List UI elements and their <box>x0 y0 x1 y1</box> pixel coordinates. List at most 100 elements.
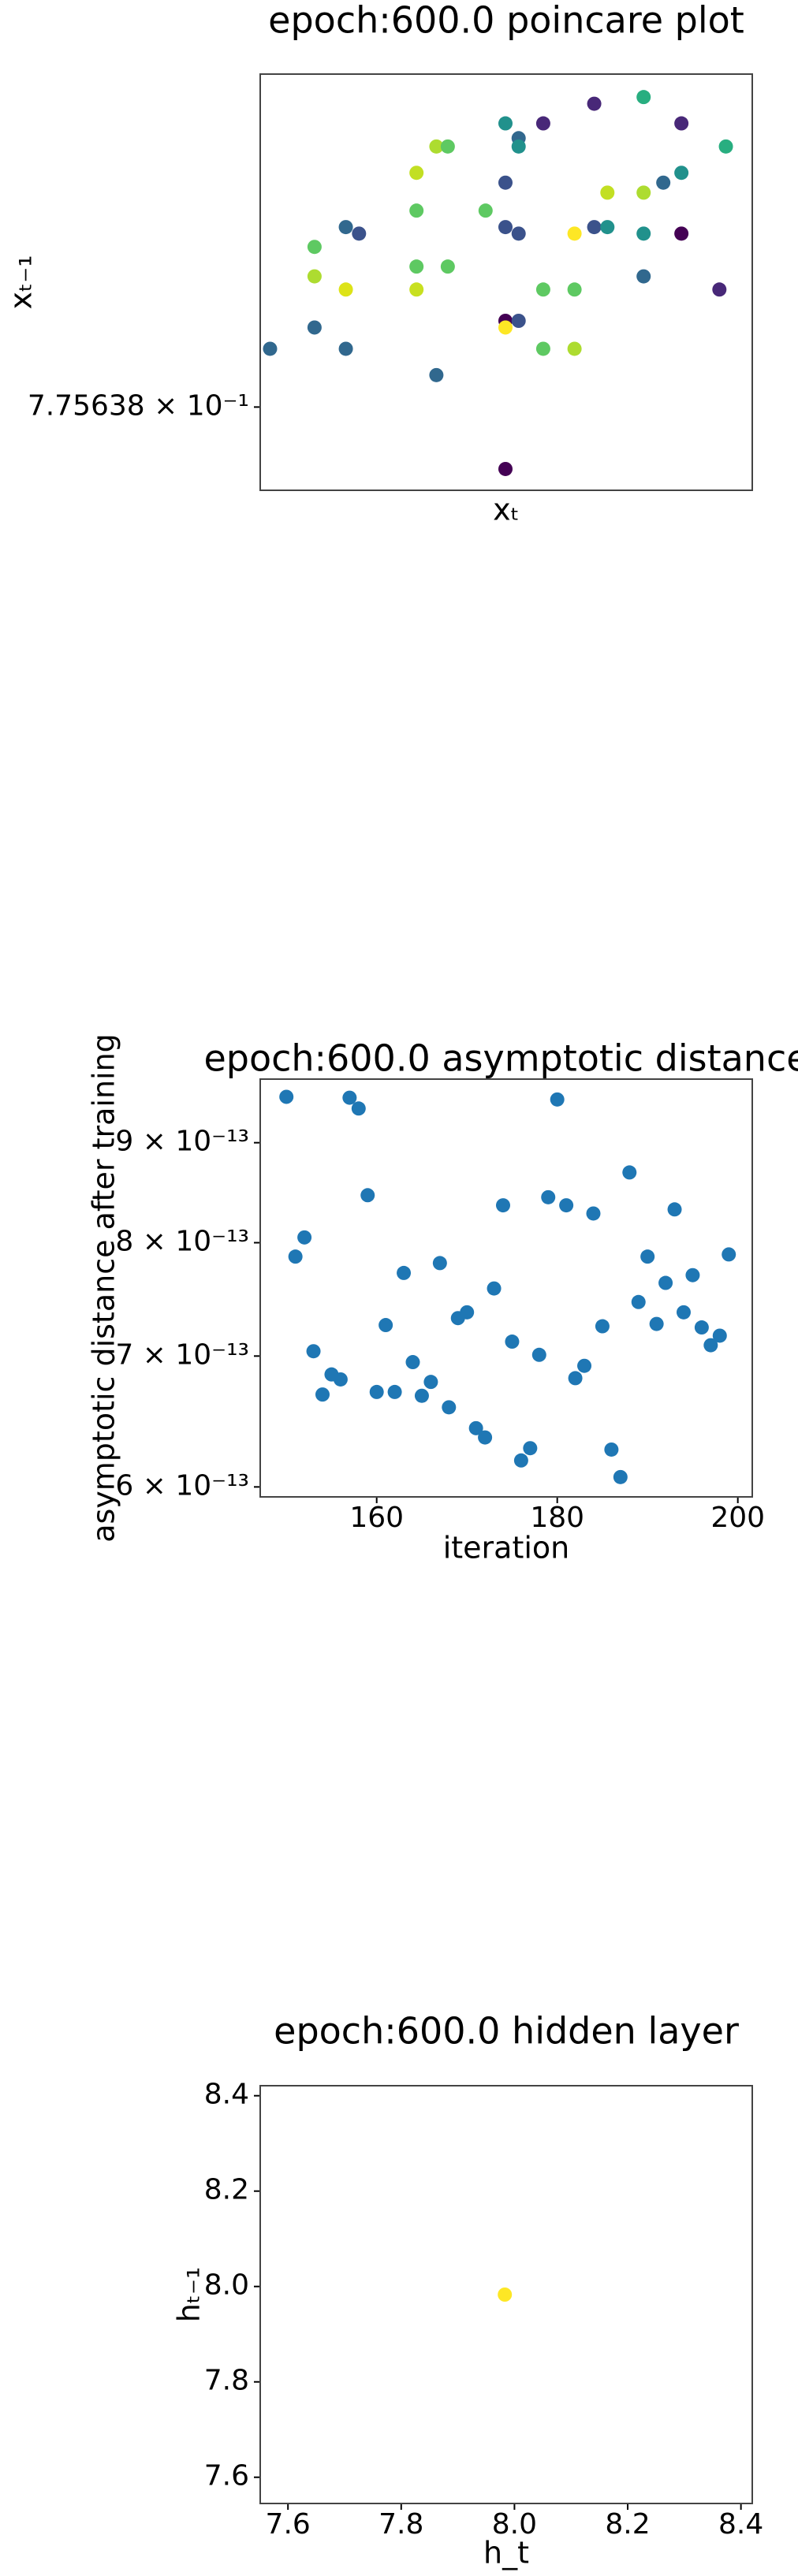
x-axis-label: xₜ <box>493 493 520 527</box>
point <box>512 226 526 240</box>
point <box>532 1348 546 1362</box>
point <box>719 140 733 154</box>
point <box>415 1389 429 1403</box>
point <box>595 1320 610 1334</box>
point <box>279 1089 293 1104</box>
point <box>674 166 688 180</box>
point <box>569 1371 583 1385</box>
point <box>636 90 651 104</box>
point <box>460 1305 474 1320</box>
point <box>441 259 455 274</box>
point <box>397 1266 411 1280</box>
point <box>512 314 526 328</box>
point <box>307 1344 321 1358</box>
point <box>352 1101 366 1115</box>
x-tick-label: 8.2 <box>605 2508 650 2541</box>
point <box>613 1470 628 1484</box>
y-axis-label: asymptotic distance after training <box>87 1033 121 1543</box>
point <box>636 226 651 240</box>
point <box>442 1400 456 1414</box>
x-tick-label: 200 <box>710 1502 765 1534</box>
point <box>308 320 322 334</box>
point <box>622 1165 636 1179</box>
point <box>650 1317 664 1331</box>
x-tick-label: 8.0 <box>492 2508 537 2541</box>
point <box>498 320 513 334</box>
point <box>604 1442 618 1457</box>
point <box>550 1093 565 1107</box>
point <box>479 203 493 218</box>
point <box>636 185 651 199</box>
point <box>674 226 688 240</box>
point <box>568 226 582 240</box>
y-tick-label: 7 × 10⁻¹³ <box>115 1338 249 1371</box>
point <box>587 97 602 111</box>
point <box>352 226 366 240</box>
point <box>636 270 651 284</box>
y-tick-label: 7.6 <box>204 2460 249 2492</box>
point <box>308 270 322 284</box>
point <box>441 140 455 154</box>
y-tick-label: 8.4 <box>204 2079 249 2111</box>
point <box>695 1320 709 1335</box>
plot-frame <box>260 1079 752 1497</box>
point <box>263 341 277 356</box>
point <box>409 166 423 180</box>
point <box>600 185 614 199</box>
point <box>378 1318 393 1332</box>
point <box>433 1256 447 1270</box>
point <box>498 220 513 234</box>
point <box>658 1276 673 1290</box>
point <box>640 1249 654 1264</box>
x-axis-label: h_t <box>483 2536 529 2570</box>
point <box>308 240 322 254</box>
point <box>342 1091 356 1105</box>
point <box>668 1202 682 1216</box>
point <box>722 1247 736 1261</box>
y-tick-label: 6 × 10⁻¹³ <box>115 1469 249 1502</box>
x-tick-label: 7.6 <box>266 2508 311 2541</box>
point <box>370 1385 384 1399</box>
point <box>512 140 526 154</box>
x-tick-label: 160 <box>349 1502 404 1534</box>
chart-title: epoch:600.0 poincare plot <box>268 0 744 42</box>
point <box>536 117 550 131</box>
point <box>429 368 443 382</box>
y-axis-label: xₜ₋₁ <box>4 255 39 310</box>
point <box>496 1198 510 1212</box>
point <box>514 1454 528 1468</box>
point <box>656 176 670 190</box>
y-tick-label: 8.2 <box>204 2174 249 2206</box>
x-tick-label: 7.8 <box>378 2508 423 2541</box>
point <box>568 282 582 296</box>
point <box>487 1282 502 1296</box>
point <box>586 1206 600 1220</box>
y-axis-label: hₜ₋₁ <box>172 2267 207 2323</box>
point <box>674 117 688 131</box>
point <box>405 1355 420 1369</box>
point <box>478 1431 492 1445</box>
point <box>498 462 513 476</box>
y-tick-label: 9 × 10⁻¹³ <box>115 1126 249 1158</box>
point <box>577 1359 591 1373</box>
point <box>505 1335 519 1349</box>
x-tick-label: 180 <box>530 1502 584 1534</box>
point <box>713 1328 727 1342</box>
point <box>541 1190 555 1204</box>
point <box>339 220 353 234</box>
point <box>388 1385 402 1399</box>
point <box>498 176 513 190</box>
chart-title: epoch:600.0 hidden layer <box>274 2010 739 2053</box>
point <box>677 1305 691 1320</box>
chart-title: epoch:600.0 asymptotic distance <box>203 1037 798 1080</box>
point <box>409 259 423 274</box>
point <box>498 2288 512 2302</box>
y-tick-label: 8 × 10⁻¹³ <box>115 1226 249 1258</box>
point <box>523 1441 537 1455</box>
point <box>360 1188 375 1202</box>
point <box>409 203 423 218</box>
point <box>559 1198 573 1212</box>
point <box>568 341 582 356</box>
